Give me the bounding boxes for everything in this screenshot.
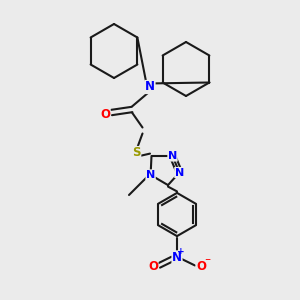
Text: O: O — [100, 107, 110, 121]
Text: O: O — [196, 260, 206, 274]
Text: N: N — [168, 151, 177, 161]
Text: N: N — [172, 251, 182, 264]
Text: ⁻: ⁻ — [205, 256, 211, 269]
Text: S: S — [132, 146, 141, 160]
Text: N: N — [145, 80, 155, 94]
Text: N: N — [146, 170, 155, 180]
Text: +: + — [177, 247, 185, 256]
Text: N: N — [175, 167, 184, 178]
Text: O: O — [148, 260, 158, 274]
